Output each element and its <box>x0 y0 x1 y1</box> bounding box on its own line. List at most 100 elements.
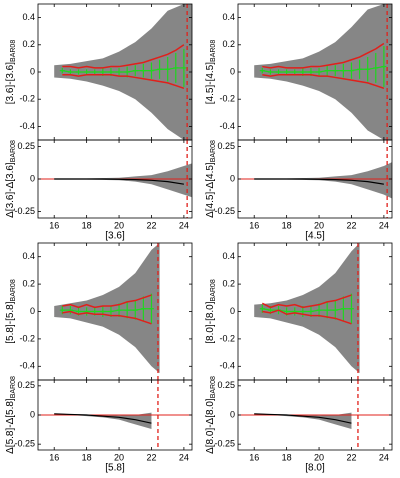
x-tick-label: 24 <box>179 452 189 462</box>
x-tick-label: 16 <box>249 220 259 230</box>
y-tick-label: -0.4 <box>219 361 235 371</box>
y-tick-label: 0 <box>230 409 235 419</box>
y-tick-label: 0 <box>230 173 235 183</box>
series-line <box>262 65 384 73</box>
y-axis-label: [4.5]-[4.5]BAR08 <box>205 40 217 105</box>
scatter-cloud <box>54 243 160 374</box>
x-tick-label: 16 <box>49 220 59 230</box>
y-tick-label: 0 <box>30 306 35 316</box>
series-line <box>62 294 152 309</box>
y-tick-label: 0.4 <box>222 251 235 261</box>
y-tick-label: 0.25 <box>17 380 35 390</box>
scatter-cloud <box>54 163 192 198</box>
scatter-cloud <box>254 4 392 140</box>
y-label-sub: BAR08 <box>210 279 217 301</box>
y-label-sub: BAR08 <box>210 140 217 162</box>
y-tick-label: 0 <box>30 66 35 76</box>
y-tick-label: -0.4 <box>19 361 35 371</box>
x-tick-label: 20 <box>114 220 124 230</box>
x-axis-label: [4.5] <box>305 231 325 242</box>
x-tick-label: 16 <box>249 452 259 462</box>
y-axis-label: Δ[8.0]-Δ[8.0]BAR08 <box>205 376 217 454</box>
series-line <box>254 178 384 185</box>
series-line <box>62 67 184 73</box>
scatter-cloud <box>254 243 360 374</box>
series-line <box>54 178 184 185</box>
series-line <box>262 309 352 325</box>
y-label-sub: BAR08 <box>10 279 17 301</box>
y-label-main: Δ[4.5]-Δ[4.5] <box>205 162 216 218</box>
y-axis-label: Δ[5.8]-Δ[5.8]BAR08 <box>5 376 17 454</box>
x-tick-label: 18 <box>282 452 292 462</box>
x-tick-label: 22 <box>346 220 356 230</box>
plot-area <box>38 412 192 429</box>
x-tick-label: 18 <box>282 220 292 230</box>
y-tick-label: 0.25 <box>217 141 235 151</box>
y-tick-label: -0.25 <box>214 439 235 449</box>
x-axis-label: [3.6] <box>105 231 125 242</box>
y-label-sub: BAR08 <box>10 376 17 398</box>
y-label-main: [5.8]-[5.8] <box>5 301 16 343</box>
plot-area <box>254 243 360 374</box>
y-tick-label: 0 <box>30 173 35 183</box>
y-label-main: Δ[8.0]-Δ[8.0] <box>205 398 216 454</box>
y-label-main: [4.5]-[4.5] <box>205 62 216 104</box>
scatter-cloud <box>54 412 152 429</box>
series-line <box>261 294 352 309</box>
series-line <box>54 413 152 424</box>
y-label-main: Δ[5.8]-Δ[5.8] <box>5 398 16 454</box>
x-tick-label: 24 <box>379 220 389 230</box>
series-line <box>262 73 385 90</box>
plot-area <box>254 4 392 140</box>
y-label-sub: BAR08 <box>210 376 217 398</box>
plot-area <box>238 162 392 199</box>
y-tick-label: 0.25 <box>217 380 235 390</box>
x-tick-label: 20 <box>314 220 324 230</box>
y-tick-label: -0.2 <box>219 333 235 343</box>
y-label-main: Δ[3.6]-Δ[3.6] <box>5 162 16 218</box>
y-tick-label: -0.2 <box>19 333 35 343</box>
y-tick-label: -0.25 <box>14 206 35 216</box>
x-tick-label: 18 <box>82 452 92 462</box>
y-tick-label: 0.4 <box>22 12 35 22</box>
x-tick-label: 18 <box>82 220 92 230</box>
x-tick-label: 22 <box>346 452 356 462</box>
x-tick-label: 20 <box>114 452 124 462</box>
x-tick-label: 22 <box>146 452 156 462</box>
plot-area <box>54 243 160 374</box>
y-tick-label: -0.25 <box>214 206 235 216</box>
x-tick-label: 24 <box>179 220 189 230</box>
y-tick-label: -0.2 <box>219 94 235 104</box>
series-line <box>62 73 185 90</box>
y-label-sub: BAR08 <box>10 140 17 162</box>
y-label-sub: BAR08 <box>210 40 217 62</box>
x-axis-label: [8.0] <box>305 463 325 473</box>
plot-area <box>38 163 192 198</box>
y-axis-label: [3.6]-[3.6]BAR08 <box>5 40 17 105</box>
plot-area <box>238 412 392 429</box>
series-line <box>62 310 152 325</box>
y-axis-label: [8.0]-[8.0]BAR08 <box>205 279 217 344</box>
series-line <box>254 413 352 424</box>
y-tick-label: -0.25 <box>14 439 35 449</box>
series-line <box>62 44 185 69</box>
y-tick-label: -0.2 <box>19 94 35 104</box>
x-tick-label: 20 <box>314 452 324 462</box>
plot-area <box>54 4 192 140</box>
y-tick-label: 0 <box>30 409 35 419</box>
y-label-main: [8.0]-[8.0] <box>205 301 216 343</box>
y-tick-label: 0.2 <box>222 39 235 49</box>
y-tick-label: 0.4 <box>222 12 235 22</box>
y-label-sub: BAR08 <box>10 40 17 62</box>
y-tick-label: 0 <box>230 306 235 316</box>
scatter-cloud <box>254 162 392 199</box>
y-axis-label: Δ[4.5]-Δ[4.5]BAR08 <box>205 140 217 218</box>
scatter-cloud <box>254 412 352 429</box>
x-tick-label: 16 <box>49 452 59 462</box>
y-tick-label: 0 <box>230 66 235 76</box>
y-tick-label: -0.4 <box>19 121 35 131</box>
y-tick-label: 0.2 <box>222 278 235 288</box>
y-tick-label: -0.4 <box>219 121 235 131</box>
y-axis-label: [5.8]-[5.8]BAR08 <box>5 279 17 344</box>
